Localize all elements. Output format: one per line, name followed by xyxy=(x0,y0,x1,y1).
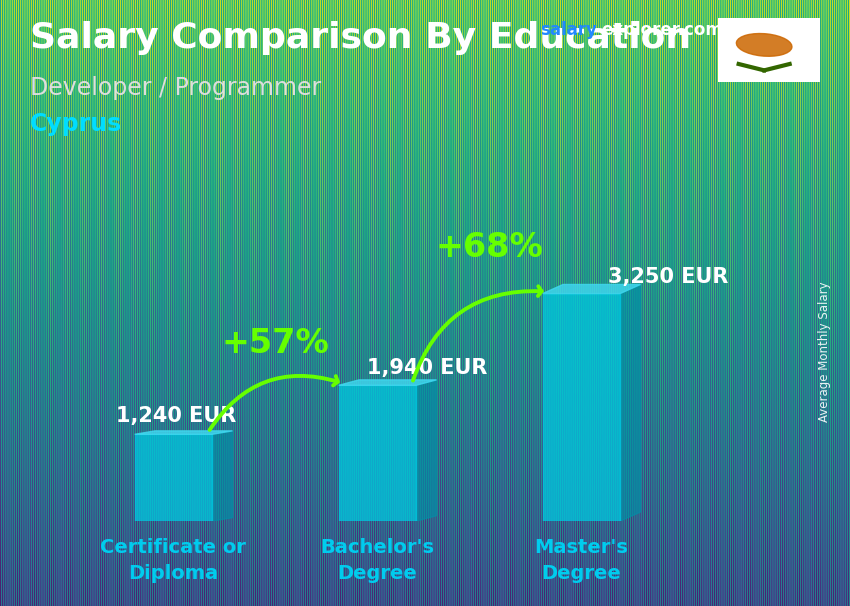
Polygon shape xyxy=(416,380,437,521)
Ellipse shape xyxy=(736,33,792,56)
Text: Developer / Programmer: Developer / Programmer xyxy=(30,76,321,100)
Text: 1,240 EUR: 1,240 EUR xyxy=(116,406,236,426)
Text: salary: salary xyxy=(540,21,597,39)
Polygon shape xyxy=(134,431,233,435)
Text: 1,940 EUR: 1,940 EUR xyxy=(367,358,488,378)
Text: +68%: +68% xyxy=(436,231,543,264)
Polygon shape xyxy=(338,385,416,521)
Text: 3,250 EUR: 3,250 EUR xyxy=(608,267,728,287)
Text: Cyprus: Cyprus xyxy=(30,112,122,136)
Text: Salary Comparison By Education: Salary Comparison By Education xyxy=(30,21,691,55)
Polygon shape xyxy=(542,284,641,293)
Polygon shape xyxy=(338,380,437,385)
Polygon shape xyxy=(542,293,620,521)
Text: Average Monthly Salary: Average Monthly Salary xyxy=(819,281,831,422)
Polygon shape xyxy=(212,431,233,521)
Text: explorer.com: explorer.com xyxy=(601,21,722,39)
Polygon shape xyxy=(134,435,212,521)
Text: +57%: +57% xyxy=(222,327,329,360)
Polygon shape xyxy=(620,284,641,521)
